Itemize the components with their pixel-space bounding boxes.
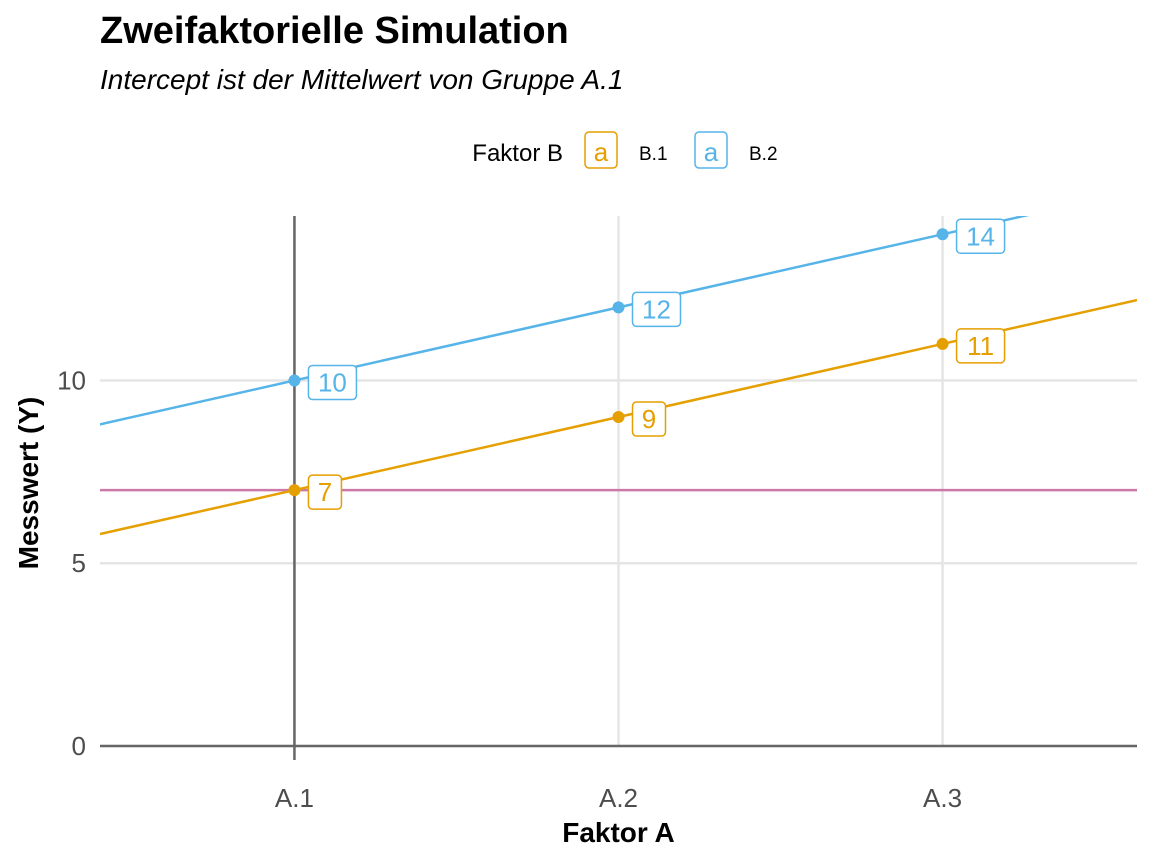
legend-key-glyph: a bbox=[594, 137, 609, 167]
x-tick-label: A.3 bbox=[923, 783, 962, 813]
data-point bbox=[288, 484, 301, 497]
x-axis-title: Faktor A bbox=[562, 817, 675, 848]
data-label: 14 bbox=[966, 221, 995, 251]
x-tick-label: A.2 bbox=[599, 783, 638, 813]
y-tick-label: 10 bbox=[57, 365, 86, 395]
data-label-box bbox=[307, 364, 358, 401]
data-label: 12 bbox=[642, 294, 671, 324]
labels-layer: 7 9 11 10 12 14 bbox=[307, 218, 1006, 510]
axes: 0 5 10 A.1 A.2 A.3 Faktor A Messwert (Y) bbox=[13, 365, 962, 848]
legend-label-B.1: B.1 bbox=[639, 144, 668, 165]
y-tick-label: 0 bbox=[72, 731, 86, 761]
legend-label-B.2: B.2 bbox=[749, 144, 778, 165]
grid bbox=[100, 216, 1137, 748]
legend-key-glyph: a bbox=[704, 137, 719, 167]
legend-title: Faktor B bbox=[472, 140, 563, 167]
legend-key-B.2 bbox=[694, 131, 728, 169]
data-label-box bbox=[955, 328, 1006, 364]
y-tick-label: 5 bbox=[72, 548, 86, 578]
data-point bbox=[612, 411, 625, 424]
data-label: 11 bbox=[967, 331, 994, 361]
data-label-box bbox=[955, 218, 1006, 255]
data-label: 7 bbox=[318, 477, 332, 507]
y-axis-title: Messwert (Y) bbox=[13, 397, 44, 570]
legend-key-B.1 bbox=[584, 131, 618, 169]
legend: Faktor B a B.1 a B.2 bbox=[472, 131, 778, 169]
data-label-box bbox=[307, 474, 343, 510]
data-point bbox=[612, 301, 625, 314]
data-label: 9 bbox=[642, 404, 656, 434]
points-layer bbox=[288, 228, 949, 497]
x-tick-label: A.1 bbox=[275, 783, 314, 813]
chart-title: Zweifaktorielle Simulation bbox=[100, 10, 569, 52]
data-point bbox=[288, 374, 301, 387]
data-label-box bbox=[631, 291, 682, 328]
data-label-box bbox=[631, 401, 667, 437]
data-label: 10 bbox=[318, 367, 347, 397]
data-point bbox=[936, 337, 949, 350]
data-point bbox=[936, 228, 949, 241]
chart-subtitle: Intercept ist der Mittelwert von Gruppe … bbox=[100, 64, 624, 95]
